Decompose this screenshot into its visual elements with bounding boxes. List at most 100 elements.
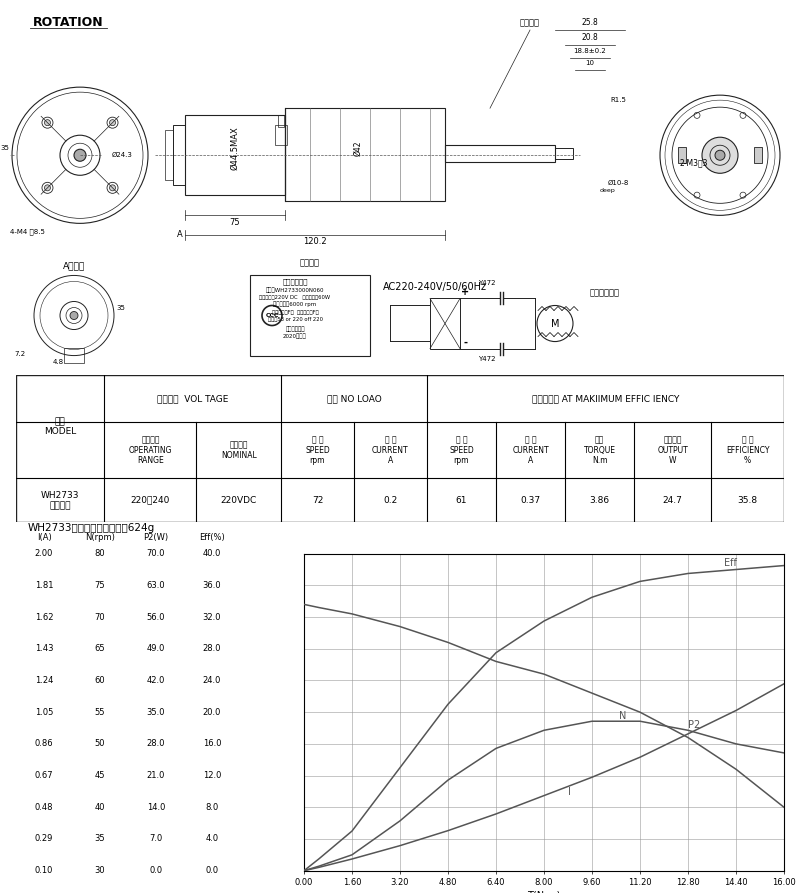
Text: 转 速
SPEED
rpm: 转 速 SPEED rpm: [305, 435, 330, 465]
Text: M: M: [550, 319, 559, 329]
Text: 28.0: 28.0: [202, 644, 222, 654]
Text: 2.00: 2.00: [35, 549, 53, 558]
Circle shape: [110, 120, 115, 126]
Text: 20.0: 20.0: [203, 707, 221, 717]
Text: 0.67: 0.67: [34, 771, 54, 780]
Text: Ø42: Ø42: [354, 140, 362, 156]
Text: 额定电压
NOMINAL: 额定电压 NOMINAL: [221, 440, 257, 460]
Text: 36.0: 36.0: [202, 580, 222, 590]
Text: 型号：WH2733000N060: 型号：WH2733000N060: [266, 288, 324, 294]
Text: 1.43: 1.43: [34, 644, 54, 654]
Text: 铭牌内容: 铭牌内容: [300, 258, 320, 267]
Text: 1.24: 1.24: [35, 676, 53, 685]
Circle shape: [45, 185, 50, 191]
Text: 25.8: 25.8: [582, 18, 598, 27]
Circle shape: [70, 312, 78, 320]
Bar: [165, 130, 173, 180]
Text: 空载 NO LOAO: 空载 NO LOAO: [326, 394, 382, 403]
Bar: [555, 148, 573, 159]
Text: 30: 30: [94, 866, 106, 875]
Text: AC220-240V/50/60Hz: AC220-240V/50/60Hz: [383, 282, 487, 293]
Text: 0.10: 0.10: [35, 866, 53, 875]
Text: 70.0: 70.0: [146, 549, 166, 558]
Text: A: A: [177, 230, 183, 239]
Text: N: N: [619, 711, 626, 721]
Bar: [275, 125, 287, 146]
Bar: [678, 147, 686, 163]
Text: 75: 75: [230, 219, 240, 228]
Text: 20.8: 20.8: [582, 33, 598, 42]
Text: 49.0: 49.0: [147, 644, 165, 654]
Text: Ø24.3: Ø24.3: [112, 152, 133, 158]
Text: 4.8: 4.8: [53, 359, 63, 364]
Text: 4-M4 深8.5: 4-M4 深8.5: [10, 229, 45, 235]
Text: Eff: Eff: [724, 557, 737, 568]
Text: 220～240: 220～240: [130, 496, 170, 505]
Text: 18.8±0.2: 18.8±0.2: [574, 48, 606, 54]
Text: A向视图: A向视图: [63, 262, 85, 271]
Bar: [173, 125, 185, 186]
Bar: [285, 108, 445, 201]
Text: 4.0: 4.0: [206, 834, 218, 844]
Text: 最大效率点 AT MAKIIMUM EFFIC IENCY: 最大效率点 AT MAKIIMUM EFFIC IENCY: [532, 394, 679, 403]
Text: Ø10-8: Ø10-8: [608, 180, 630, 187]
Bar: [430, 298, 460, 348]
Text: WH2733行星减速电机净重：624g: WH2733行星减速电机净重：624g: [28, 523, 155, 533]
Text: P2: P2: [688, 720, 700, 730]
Text: 35: 35: [116, 305, 125, 312]
Text: 型号
MODEL: 型号 MODEL: [44, 417, 76, 437]
Text: CCC: CCC: [266, 313, 278, 318]
Text: 直流永磁电机: 直流永磁电机: [590, 288, 620, 297]
Circle shape: [45, 120, 50, 126]
Text: P2(W): P2(W): [143, 533, 169, 542]
Text: 永磁直流电机: 永磁直流电机: [282, 279, 308, 285]
Text: 0.48: 0.48: [34, 803, 54, 812]
Text: R1.5: R1.5: [610, 97, 626, 104]
Text: 含油轴承: 含油轴承: [520, 18, 540, 27]
Text: 28.0: 28.0: [146, 739, 166, 748]
Text: 0.0: 0.0: [206, 866, 218, 875]
Text: 120.2: 120.2: [303, 238, 327, 246]
Text: 12.0: 12.0: [203, 771, 221, 780]
Text: 42.0: 42.0: [147, 676, 165, 685]
Bar: [250, 275, 370, 355]
Text: 1.62: 1.62: [34, 613, 54, 622]
Text: 75: 75: [94, 580, 106, 590]
Bar: [185, 115, 285, 196]
Text: 0.86: 0.86: [34, 739, 54, 748]
Text: 7.2: 7.2: [14, 351, 26, 356]
Text: 0.37: 0.37: [521, 496, 541, 505]
Text: 额定转速：6000 rpm: 额定转速：6000 rpm: [274, 302, 317, 307]
Bar: [64, 347, 84, 363]
Text: 2-M3深3: 2-M3深3: [680, 158, 709, 167]
Text: 8.0: 8.0: [206, 803, 218, 812]
Bar: [278, 115, 284, 127]
Text: 效 率
EFFICIENCY
%: 效 率 EFFICIENCY %: [726, 435, 770, 465]
Text: Ø44.5MAX: Ø44.5MAX: [230, 127, 239, 170]
Text: 1.81: 1.81: [34, 580, 54, 590]
Text: 7.0: 7.0: [150, 834, 162, 844]
Text: 35: 35: [94, 834, 106, 844]
Text: 0.2: 0.2: [383, 496, 398, 505]
Bar: [445, 146, 555, 163]
Text: 额定电压：220V DC   额定功率：60W: 额定电压：220V DC 额定功率：60W: [259, 296, 330, 300]
Text: deep: deep: [600, 188, 616, 193]
Text: 70: 70: [94, 613, 106, 622]
Text: Y472: Y472: [478, 355, 496, 362]
Text: 35.0: 35.0: [146, 707, 166, 717]
Text: 输出功率
OUTPUT
W: 输出功率 OUTPUT W: [658, 435, 688, 465]
Text: 宁波广万电机: 宁波广万电机: [286, 326, 305, 331]
Text: 61: 61: [456, 496, 467, 505]
Text: Eff(%): Eff(%): [199, 533, 225, 542]
Text: 50: 50: [94, 739, 106, 748]
X-axis label: T(N.m): T(N.m): [527, 890, 561, 893]
Text: 绝缘等级：F级  绝缘阻抗：F级: 绝缘等级：F级 绝缘阻抗：F级: [272, 310, 318, 314]
Circle shape: [74, 149, 86, 162]
Circle shape: [715, 150, 725, 160]
Text: 电压范围
OPERATING
RANGE: 电压范围 OPERATING RANGE: [129, 435, 172, 465]
Text: I: I: [568, 787, 571, 797]
Text: Y472: Y472: [478, 280, 496, 287]
Text: 220VDC: 220VDC: [221, 496, 257, 505]
Text: 45: 45: [94, 771, 106, 780]
Text: 63.0: 63.0: [146, 580, 166, 590]
